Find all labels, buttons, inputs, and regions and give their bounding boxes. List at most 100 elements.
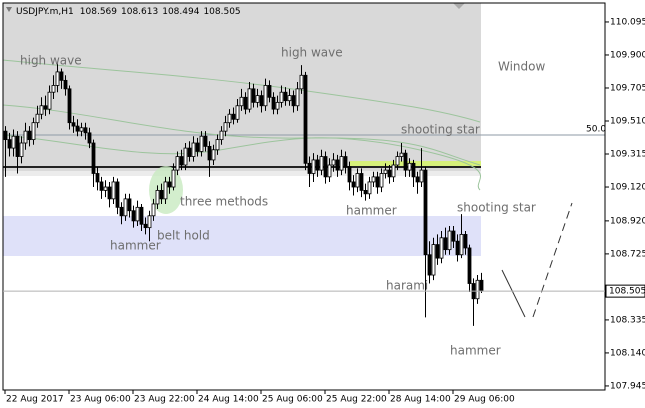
candle-body (423, 169, 428, 256)
candle-body (35, 113, 40, 124)
header-low: 108.494 (162, 7, 199, 17)
candle-body (363, 190, 368, 195)
candle-body (123, 198, 128, 217)
candle-body (219, 130, 224, 141)
candle-body (395, 156, 400, 166)
candle-body (387, 169, 392, 178)
x-tick-label: 25 Aug 22:00 (326, 395, 387, 405)
candle-body (183, 147, 188, 166)
candle-body (443, 237, 448, 251)
x-tick-label: 23 Aug 06:00 (70, 395, 131, 405)
candle-body (19, 142, 24, 157)
candle-body (375, 176, 380, 188)
candle-body (151, 203, 156, 217)
candle-body (215, 139, 220, 151)
candle-body (27, 130, 32, 141)
last-price-box (605, 284, 645, 298)
candle-body (179, 156, 184, 166)
header-open: 108.569 (80, 7, 117, 17)
y-tick-label: 108.725 (610, 249, 645, 259)
candle-body (31, 122, 36, 141)
candle-body (291, 95, 296, 107)
candle-body (103, 186, 108, 191)
candle-body (355, 173, 360, 188)
candle-body (335, 159, 340, 171)
candle-body (171, 169, 176, 188)
candle-body (167, 181, 172, 188)
candle-body (235, 105, 240, 120)
candle-body (79, 127, 84, 132)
y-tick-label: 109.120 (610, 183, 645, 193)
header: USDJPY.m,H1 108.569 108.613 108.494 108.505 (16, 7, 241, 17)
candle-body (479, 279, 484, 292)
candle-body (411, 162, 416, 178)
candle-body (87, 132, 92, 144)
candle-body (279, 91, 284, 103)
candle-body (175, 156, 180, 171)
candle-body (447, 230, 452, 251)
candle-body (131, 210, 136, 222)
y-tick-label: 108.335 (610, 315, 645, 325)
annotation: hammer (110, 239, 161, 253)
candle-body (211, 149, 216, 161)
annotation: shooting star (401, 123, 480, 137)
annotation: high wave (20, 54, 82, 68)
candle-body (399, 152, 404, 157)
candle-body (391, 164, 396, 178)
annotation: hammer (346, 204, 397, 218)
x-tick-label: 24 Aug 14:00 (198, 395, 259, 405)
candle-body (359, 173, 364, 191)
candle-body (107, 186, 112, 200)
y-tick-label: 108.140 (610, 348, 645, 358)
candle-body (163, 181, 168, 200)
candle-body (427, 254, 432, 276)
candle-body (431, 244, 436, 276)
candle-body (187, 147, 192, 157)
candle-body (59, 71, 64, 81)
candle-body (419, 169, 424, 183)
candle-body (39, 105, 44, 115)
candle-body (95, 173, 100, 183)
candle-body (439, 237, 444, 259)
projection (501, 269, 526, 318)
candle-body (299, 74, 304, 90)
y-tick-label: 110.095 (610, 17, 645, 27)
candle-body (307, 162, 312, 174)
candle-body (415, 176, 420, 183)
candle-body (127, 198, 132, 212)
candle-body (43, 105, 48, 110)
candle-body (267, 85, 272, 98)
y-tick-label: 109.900 (610, 50, 645, 60)
candle-body (159, 190, 164, 200)
annotation: 50.0 (586, 125, 606, 135)
candle-body (15, 135, 20, 157)
candle-body (155, 190, 160, 205)
annotation: harami (386, 279, 428, 293)
candle-body (223, 122, 228, 132)
x-tick-label: 28 Aug 14:00 (390, 395, 451, 405)
candle-body (463, 234, 468, 249)
projection (532, 202, 573, 318)
annotation: three methods (180, 195, 268, 209)
x-tick-label: 22 Aug 2017 (6, 395, 64, 405)
annotation: hammer (450, 344, 501, 358)
candle-body (199, 135, 204, 152)
candle-body (83, 127, 88, 134)
annotation: shooting star (457, 201, 536, 215)
moving-average (2, 59, 481, 123)
candle-body (55, 71, 60, 86)
candle-body (259, 95, 264, 107)
zone-edge (3, 171, 481, 176)
candle-body (63, 79, 68, 90)
header-icon (6, 7, 12, 12)
candle-body (435, 244, 440, 259)
x-tick-label: 29 Aug 06:00 (454, 395, 515, 405)
resistance-zone (3, 3, 481, 171)
highlight-bar (350, 161, 481, 166)
candle-body (11, 135, 16, 149)
candle-body (403, 152, 408, 171)
candle-body (327, 164, 332, 178)
candle-body (283, 91, 288, 102)
candle-body (383, 169, 388, 174)
candle-body (379, 173, 384, 188)
